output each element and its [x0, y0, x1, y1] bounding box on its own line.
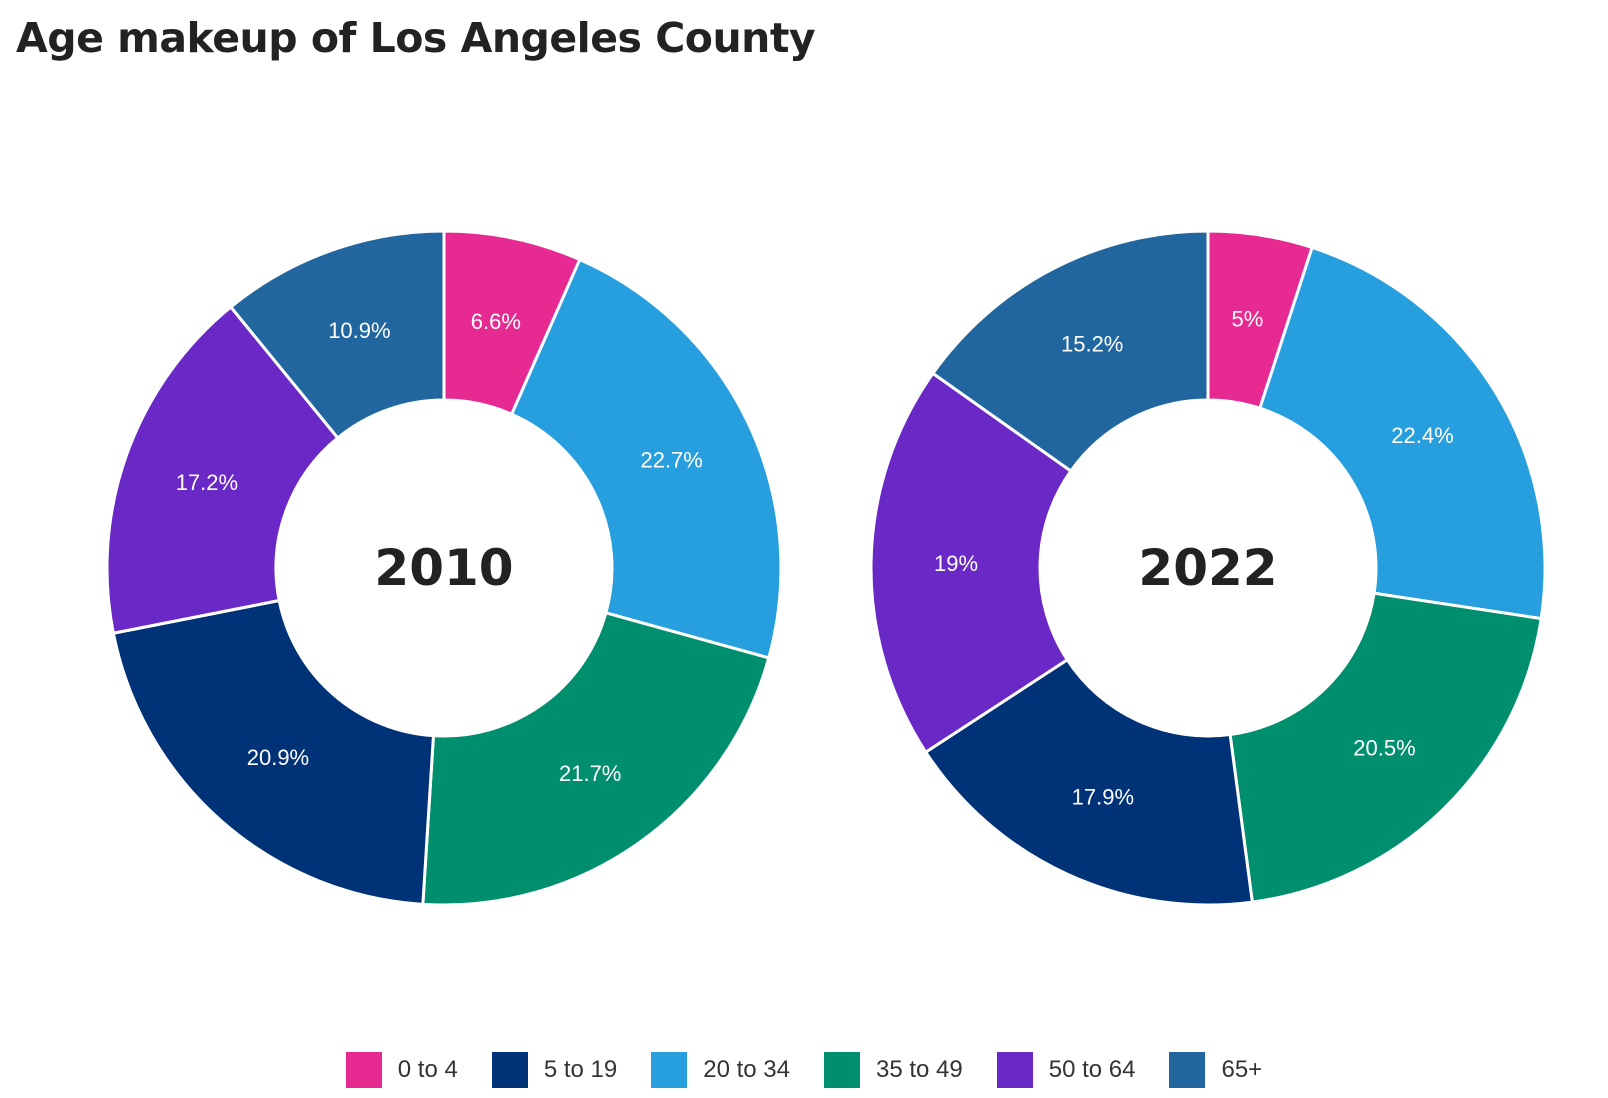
- legend-item-50-to-64[interactable]: 50 to 64: [996, 1052, 1136, 1088]
- data-label: 10.9%: [328, 318, 390, 343]
- donut-slice-20-to-34[interactable]: [1258, 245, 1547, 621]
- legend-swatch: [345, 1052, 382, 1088]
- legend-label: 5 to 19: [543, 1056, 618, 1083]
- donut-slice-50-to-64[interactable]: [869, 371, 1073, 754]
- legend-swatch: [491, 1052, 528, 1088]
- legend-item-5-to-19[interactable]: 5 to 19: [491, 1052, 618, 1088]
- legend-item-65-plus[interactable]: 65+: [1169, 1052, 1262, 1088]
- legend-item-20-to-34[interactable]: 20 to 34: [651, 1052, 790, 1088]
- data-label: 6.6%: [471, 309, 521, 334]
- legend-swatch: [651, 1052, 688, 1088]
- data-label: 21.7%: [559, 761, 621, 786]
- data-label: 17.9%: [1072, 785, 1134, 810]
- chart-title: Age makeup of Los Angeles County: [16, 14, 816, 62]
- data-label: 22.4%: [1391, 423, 1453, 448]
- data-label: 20.9%: [247, 745, 309, 770]
- data-label: 19%: [934, 551, 978, 576]
- donut-slice-5-to-19[interactable]: [924, 658, 1254, 907]
- legend-label: 35 to 49: [875, 1056, 963, 1083]
- center-year-label: 2010: [374, 539, 513, 597]
- legend-item-0-to-4[interactable]: 0 to 4: [345, 1052, 458, 1088]
- donut-slice-65-plus[interactable]: [931, 229, 1210, 473]
- legend-label: 20 to 34: [703, 1056, 790, 1083]
- legend-swatch: [996, 1052, 1033, 1088]
- legend-label: 65+: [1221, 1056, 1263, 1083]
- data-label: 22.7%: [640, 447, 702, 472]
- data-label: 5%: [1232, 307, 1264, 332]
- donut-slice-20-to-34[interactable]: [510, 258, 783, 660]
- data-label: 20.5%: [1353, 735, 1415, 760]
- donut-slice-65-plus[interactable]: [229, 229, 446, 440]
- donut-slice-35-to-49[interactable]: [421, 611, 771, 907]
- donut-chart-2010: 6.6% 22.7% 21.7% 20.9% 17.2% 10.9% 2010: [105, 229, 783, 907]
- donut-chart-2022: 5% 22.4% 20.5% 17.9% 19% 15.2% 2022: [869, 229, 1547, 907]
- data-label: 15.2%: [1061, 332, 1123, 357]
- legend-item-35-to-49[interactable]: 35 to 49: [823, 1052, 963, 1088]
- donut-slice-5-to-19[interactable]: [111, 599, 435, 906]
- legend-swatch: [823, 1052, 860, 1088]
- legend-label: 0 to 4: [397, 1056, 458, 1083]
- donut-slice-35-to-49[interactable]: [1228, 591, 1543, 904]
- donut-charts: 6.6% 22.7% 21.7% 20.9% 17.2% 10.9% 2010 5% 22.4%…: [105, 229, 1547, 907]
- data-label: 17.2%: [176, 470, 238, 495]
- legend-swatch: [1169, 1052, 1206, 1088]
- donut-slice-50-to-64[interactable]: [105, 305, 340, 635]
- center-year-label: 2022: [1138, 539, 1277, 597]
- legend: 0 to 4 5 to 19 20 to 34 35 to 49 50 to 6…: [0, 1052, 1608, 1088]
- legend-label: 50 to 64: [1048, 1056, 1136, 1083]
